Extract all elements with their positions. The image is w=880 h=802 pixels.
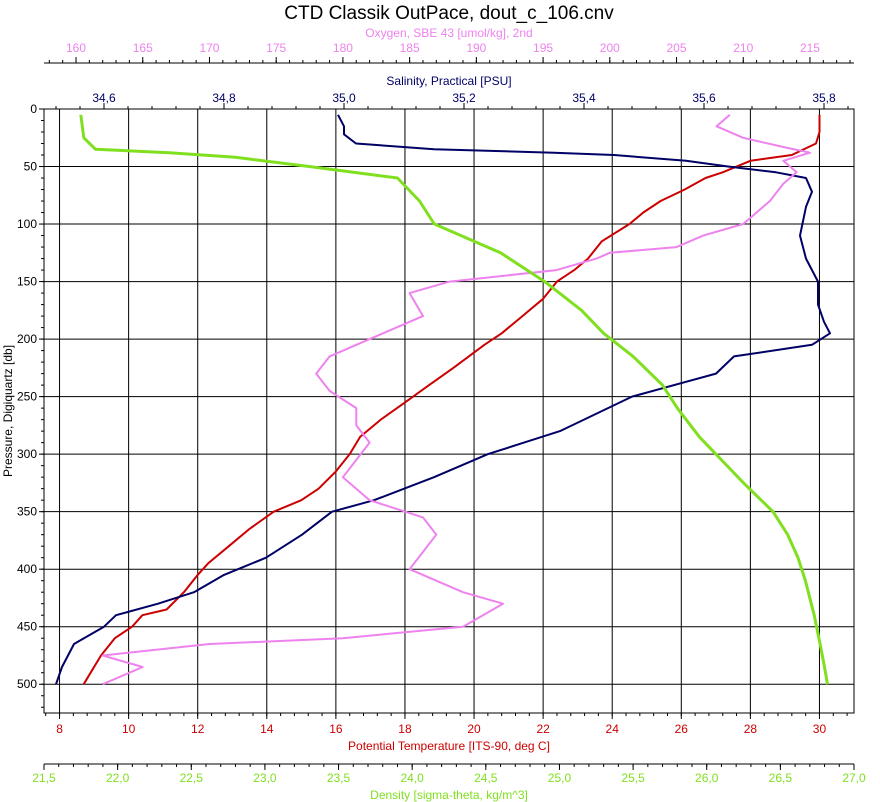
temperature-tick-label: 30 xyxy=(813,722,827,736)
temperature-tick-label: 20 xyxy=(467,722,481,736)
temperature-tick-label: 26 xyxy=(675,722,689,736)
pressure-tick-label: 450 xyxy=(17,620,37,634)
pressure-tick-label: 400 xyxy=(17,562,37,576)
density-tick-label: 22,5 xyxy=(180,771,204,785)
x-axes: 160 165 170 175 180 185 190 195 200 205 210 215Oxyg… xyxy=(32,26,866,802)
oxygen-tick-label: 210 xyxy=(733,41,753,55)
pressure-axis: 0 50 100 150 200 250 300 350 400 450 500 Pressure, … xyxy=(1,102,44,708)
density-tick-label: 26,0 xyxy=(695,771,719,785)
salinity-axis: 34,6 34,8 35,0 35,2 35,4 35,6 35,8 Salinity, Pr… xyxy=(55,74,849,109)
oxygen-profile-line xyxy=(101,114,811,686)
density-tick-label: 21,5 xyxy=(32,771,56,785)
temperature-tick-label: 22 xyxy=(536,722,550,736)
density-axis-label: Density [sigma-theta, kg/m^3] xyxy=(370,788,528,802)
oxygen-tick-label: 170 xyxy=(199,41,219,55)
pressure-tick-label: 50 xyxy=(24,160,38,174)
density-tick-label: 22,0 xyxy=(106,771,130,785)
salinity-tick-label: 35,8 xyxy=(812,91,836,105)
temperature-tick-label: 28 xyxy=(744,722,758,736)
density-tick-label: 26,5 xyxy=(769,771,793,785)
salinity-tick-label: 35,0 xyxy=(332,91,356,105)
temperature-axis: 8 10 12 14 16 18 20 22 24 26 28 30 Potential Tempera… xyxy=(45,713,848,753)
density-tick-label: 25,5 xyxy=(621,771,645,785)
oxygen-axis-label: Oxygen, SBE 43 [umol/kg], 2nd xyxy=(365,26,532,40)
density-tick-label: 25,0 xyxy=(548,771,572,785)
temperature-tick-label: 12 xyxy=(191,722,205,736)
pressure-tick-label: 200 xyxy=(17,332,37,346)
density-tick-label: 24,5 xyxy=(474,771,498,785)
oxygen-tick-label: 200 xyxy=(600,41,620,55)
density-tick-label: 23,0 xyxy=(253,771,277,785)
salinity-axis-label: Salinity, Practical [PSU] xyxy=(386,74,511,88)
grid xyxy=(44,108,854,713)
density-axis: 21,5 22,0 22,5 23,0 23,5 24,0 24,5 25,0 25,5 26,0… xyxy=(32,763,866,802)
pressure-tick-label: 350 xyxy=(17,505,37,519)
temperature-tick-label: 8 xyxy=(56,722,63,736)
density-tick-label: 27,0 xyxy=(842,771,866,785)
oxygen-tick-label: 160 xyxy=(66,41,86,55)
salinity-tick-label: 34,8 xyxy=(212,91,236,105)
pressure-tick-label: 0 xyxy=(30,102,37,116)
temperature-axis-label: Potential Temperature [ITS-90, deg C] xyxy=(348,739,550,753)
oxygen-tick-label: 215 xyxy=(800,41,820,55)
salinity-tick-label: 35,4 xyxy=(572,91,596,105)
oxygen-tick-label: 180 xyxy=(333,41,353,55)
temperature-tick-label: 16 xyxy=(329,722,343,736)
salinity-tick-label: 34,6 xyxy=(92,91,116,105)
salinity-profile-line xyxy=(55,114,831,685)
pressure-tick-label: 150 xyxy=(17,275,37,289)
pressure-axis-label: Pressure, Digiquartz [db] xyxy=(1,345,15,477)
density-tick-label: 24,0 xyxy=(401,771,425,785)
salinity-tick-label: 35,2 xyxy=(452,91,476,105)
pressure-tick-label: 250 xyxy=(17,390,37,404)
pressure-tick-label: 100 xyxy=(17,217,37,231)
oxygen-tick-label: 205 xyxy=(667,41,687,55)
oxygen-axis: 160 165 170 175 180 185 190 195 200 205 210 215 Oxyg… xyxy=(44,26,854,64)
temperature-tick-label: 14 xyxy=(260,722,274,736)
oxygen-tick-label: 185 xyxy=(400,41,420,55)
oxygen-tick-label: 190 xyxy=(466,41,486,55)
density-tick-label: 23,5 xyxy=(327,771,351,785)
oxygen-tick-label: 165 xyxy=(133,41,153,55)
series-lines xyxy=(55,114,831,686)
oxygen-tick-label: 175 xyxy=(266,41,286,55)
plot-frame xyxy=(43,108,855,714)
temperature-tick-label: 18 xyxy=(398,722,412,736)
temperature-tick-label: 24 xyxy=(606,722,620,736)
pressure-tick-label: 300 xyxy=(17,447,37,461)
salinity-tick-label: 35,6 xyxy=(692,91,716,105)
density-profile-line xyxy=(79,114,829,685)
temperature-profile-line xyxy=(82,114,821,685)
temperature-tick-label: 10 xyxy=(122,722,136,736)
oxygen-tick-label: 195 xyxy=(533,41,553,55)
chart-title: CTD Classik OutPace, dout_c_106.cnv xyxy=(284,3,614,24)
pressure-tick-label: 500 xyxy=(17,677,37,691)
